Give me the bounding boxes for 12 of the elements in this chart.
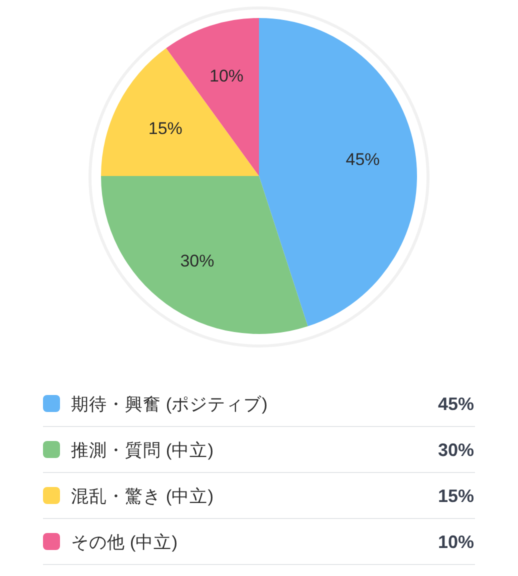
legend-label: 混乱・驚き (中立) (71, 486, 214, 506)
legend-label: その他 (中立) (71, 532, 178, 552)
legend-value: 15% (438, 486, 474, 506)
legend-value: 30% (438, 440, 474, 460)
legend-label: 期待・興奮 (ポジティブ) (71, 394, 268, 414)
data-label: 30% (180, 252, 214, 271)
data-label: 45% (346, 150, 380, 170)
legend-value: 45% (438, 394, 474, 414)
data-label: 10% (210, 66, 244, 86)
data-label: 15% (148, 118, 182, 138)
legend-label: 推測・質問 (中立) (71, 440, 214, 460)
legend-value: 10% (438, 532, 474, 552)
